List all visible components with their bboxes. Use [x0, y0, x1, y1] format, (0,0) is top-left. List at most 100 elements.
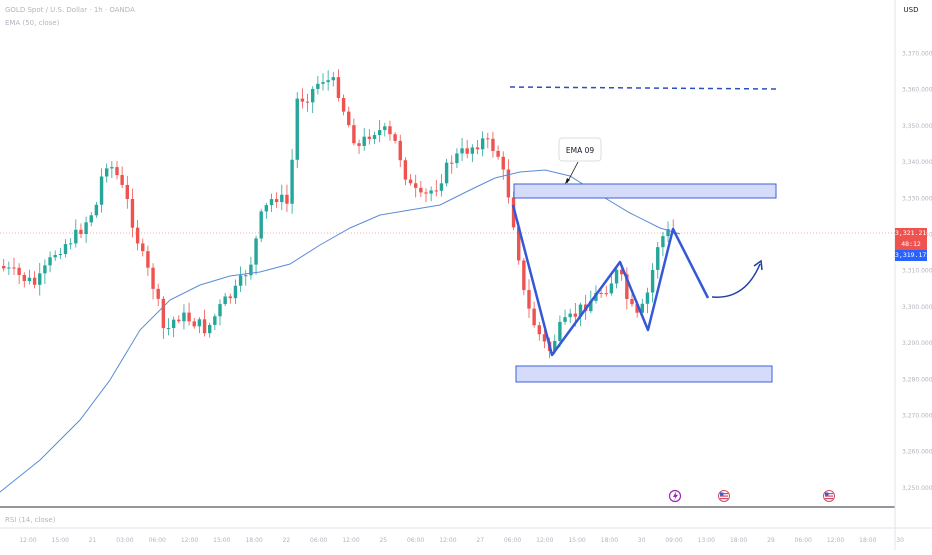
candle — [161, 296, 166, 340]
candle — [218, 299, 222, 326]
price-tick-label: 3,260.000 — [902, 449, 932, 456]
candle — [280, 184, 284, 211]
candle — [419, 181, 423, 197]
candle — [166, 318, 171, 336]
candle — [656, 241, 660, 279]
us-flag-icon[interactable] — [718, 490, 730, 502]
candle — [383, 122, 387, 137]
price-tick-label: 3,360.000 — [902, 87, 932, 94]
candle — [38, 262, 42, 296]
candle — [197, 317, 202, 334]
time-tick-label: 12:00 — [536, 537, 553, 544]
candle — [192, 317, 196, 329]
candle — [388, 120, 392, 141]
candle — [300, 88, 305, 109]
candle — [99, 168, 104, 213]
candle — [367, 129, 372, 145]
time-tick-label: 12:00 — [19, 537, 36, 544]
candle — [223, 292, 227, 307]
candle — [393, 131, 397, 144]
candle — [527, 279, 531, 318]
candle — [377, 120, 382, 143]
candle — [295, 92, 299, 169]
candle — [439, 174, 444, 197]
ema-legend[interactable]: EMA (50, close) — [5, 19, 60, 27]
candle — [238, 266, 243, 292]
candle — [460, 138, 464, 161]
time-tick-label: 22 — [283, 537, 291, 544]
time-tick-label: 13:00 — [698, 537, 715, 544]
candle — [326, 70, 330, 91]
price-tick-label: 3,350.000 — [902, 123, 932, 130]
ema-price-tag: 3,319.172 — [895, 250, 931, 261]
candle — [316, 75, 320, 95]
time-tick-label: 06:00 — [407, 537, 424, 544]
candle — [254, 235, 258, 275]
time-axis[interactable]: 12:00 15:00 21 03:00 06:00 12:00 15:00 18:00 22 0… — [19, 537, 904, 544]
candle — [213, 313, 217, 331]
price-tick-label: 3,250.000 — [902, 485, 932, 492]
candle — [341, 94, 346, 116]
candle — [48, 251, 52, 273]
candle — [372, 131, 377, 145]
candle — [465, 139, 469, 159]
candle — [496, 145, 500, 160]
us-flag-icon[interactable] — [823, 490, 835, 502]
candle — [475, 139, 480, 155]
candle — [347, 106, 351, 128]
support-zone[interactable] — [515, 365, 773, 383]
ema-callout[interactable] — [558, 137, 602, 162]
bar-countdown-tag: 48:12 — [895, 239, 927, 250]
candle — [357, 139, 361, 154]
candle — [228, 293, 232, 304]
candle — [177, 315, 181, 324]
candle — [398, 134, 402, 168]
time-tick-label: 29 — [767, 537, 775, 544]
time-tick-label: 15:00 — [213, 537, 230, 544]
candle — [259, 208, 263, 243]
candle — [408, 174, 413, 186]
time-tick-label: 03:00 — [116, 537, 133, 544]
candle — [105, 163, 109, 183]
candle — [208, 322, 212, 338]
price-tick-label: 3,340.000 — [902, 159, 932, 166]
resistance-zone[interactable] — [513, 183, 777, 199]
candle — [233, 279, 238, 304]
candle — [274, 192, 279, 208]
price-tick-label: 3,310.000 — [902, 268, 932, 275]
candle — [424, 188, 428, 203]
currency-button[interactable]: USD — [903, 6, 919, 14]
time-tick-label: 06:00 — [310, 537, 327, 544]
candle — [53, 250, 57, 261]
time-tick-label: 18:00 — [730, 537, 747, 544]
ema-line — [0, 169, 681, 493]
rsi-legend[interactable]: RSI (14, close) — [5, 516, 56, 524]
candle — [609, 275, 614, 296]
candle — [58, 248, 63, 260]
time-tick-label: 12:00 — [181, 537, 198, 544]
candle — [450, 155, 454, 174]
symbol-legend[interactable]: GOLD Spot / U.S. Dollar · 1h · OANDA — [5, 6, 135, 14]
curved-arrow[interactable] — [711, 263, 761, 298]
candle — [43, 259, 47, 284]
candle — [27, 269, 32, 285]
time-tick-label: 06:00 — [504, 537, 521, 544]
candle — [130, 188, 135, 238]
candle — [151, 263, 155, 300]
candle — [321, 73, 325, 91]
candle — [285, 184, 289, 212]
candle — [506, 159, 511, 204]
candle — [470, 144, 475, 163]
price-tick-label: 3,270.000 — [902, 413, 932, 420]
time-tick-label: 21 — [89, 537, 97, 544]
projection-path[interactable] — [511, 204, 710, 357]
candle — [305, 93, 310, 112]
candle — [264, 202, 269, 219]
ema-callout-label: EMA 09 — [566, 146, 594, 155]
candle — [115, 161, 119, 180]
lightning-icon[interactable] — [668, 489, 682, 503]
time-tick-label: 12:00 — [827, 537, 844, 544]
price-axis[interactable]: 3,370.000 3,360.000 3,350.000 3,340.000 3,33… — [902, 51, 932, 492]
